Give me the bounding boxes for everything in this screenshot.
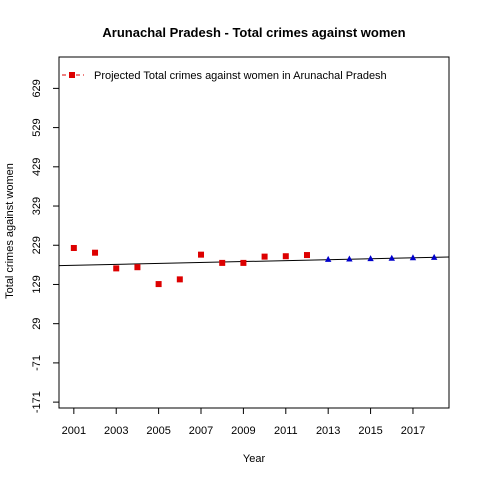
x-tick-label: 2003 xyxy=(104,425,128,437)
data-point-triangle xyxy=(409,254,417,261)
data-point-square xyxy=(303,252,310,259)
data-point-square xyxy=(113,265,120,272)
data-point-square xyxy=(219,259,226,266)
x-tick-label: 2015 xyxy=(358,425,382,437)
data-point-square xyxy=(198,251,205,258)
chart-title: Arunachal Pradesh - Total crimes against… xyxy=(102,25,405,40)
data-point-square xyxy=(261,253,268,260)
data-point-square xyxy=(134,264,141,271)
x-tick-label: 2017 xyxy=(401,425,425,437)
x-tick-label: 2001 xyxy=(62,425,86,437)
data-point-square xyxy=(155,281,162,288)
x-tick-label: 2011 xyxy=(274,425,298,437)
data-point-square xyxy=(282,253,289,260)
x-axis-label: Year xyxy=(243,453,266,465)
data-point-square xyxy=(92,249,99,256)
y-tick-label: 529 xyxy=(31,118,43,136)
data-point-triangle xyxy=(346,255,353,262)
y-tick-label: -71 xyxy=(31,355,43,371)
y-tick-label: 329 xyxy=(31,197,43,215)
y-tick-label: 29 xyxy=(31,318,43,330)
data-point-square xyxy=(70,244,77,251)
plot-frame xyxy=(58,56,450,409)
data-point-triangle xyxy=(367,255,374,262)
data-point-square xyxy=(240,259,247,266)
legend-marker xyxy=(69,72,75,78)
x-tick-label: 2005 xyxy=(146,425,170,437)
legend-label: Projected Total crimes against women in … xyxy=(94,70,387,82)
y-tick-label: 129 xyxy=(31,275,43,293)
y-tick-label: 629 xyxy=(31,79,43,97)
data-point-square xyxy=(176,276,183,283)
y-axis-label: Total crimes against women xyxy=(4,163,16,299)
x-tick-label: 2009 xyxy=(231,425,255,437)
trend-line xyxy=(58,256,450,267)
x-tick-label: 2007 xyxy=(189,425,213,437)
x-tick-label: 2013 xyxy=(316,425,340,437)
data-point-triangle xyxy=(388,254,395,261)
data-point-triangle xyxy=(430,253,438,260)
y-tick-label: 229 xyxy=(31,236,43,254)
y-tick-label: -171 xyxy=(31,391,43,413)
data-point-triangle xyxy=(324,255,332,262)
legend: Projected Total crimes against women in … xyxy=(62,70,387,82)
y-tick-label: 429 xyxy=(31,158,43,176)
